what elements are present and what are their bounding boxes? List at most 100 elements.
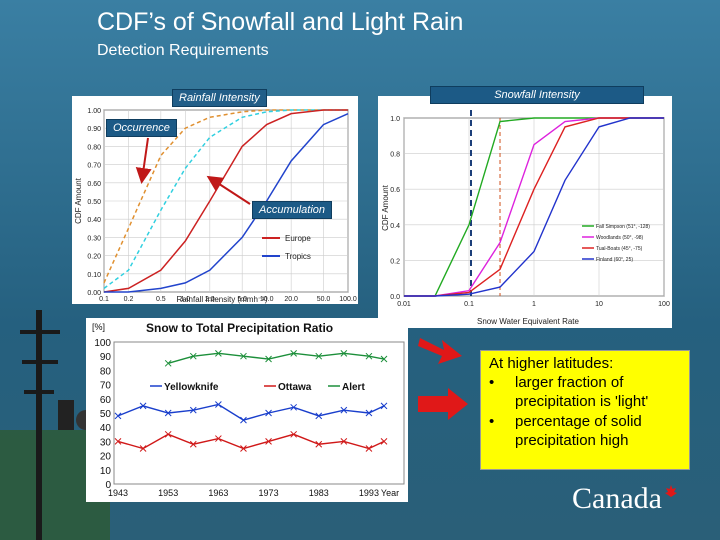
info-arrows: [418, 338, 468, 420]
ratio-y-tick: 30: [100, 437, 112, 448]
snow-y-tick: 0.0: [390, 294, 400, 301]
ratio-series-line: [117, 433, 385, 450]
rain-x-axis-label: Rainfall Intensity (mmh⁻¹): [177, 295, 268, 304]
ratio-y-tick: 20: [100, 452, 112, 463]
info-arrow-lower: [418, 388, 468, 420]
snow-y-tick: 0.4: [390, 223, 400, 230]
ratio-data-point: [290, 350, 298, 357]
info-item1-line1: larger fraction of: [515, 374, 624, 391]
rain-x-tick: 50.0: [317, 296, 331, 303]
rain-series-line: [104, 112, 349, 293]
ratio-legend-label: Alert: [342, 382, 365, 393]
ratio-chart-title: Snow to Total Precipitation Ratio: [146, 321, 333, 335]
ratio-data-point: [240, 352, 247, 360]
snow-x-tick: 0.1: [464, 301, 474, 308]
ratio-data-point: [215, 435, 222, 442]
info-item2-line1: percentage of solid: [515, 413, 642, 430]
rain-y-tick: 0.80: [87, 144, 101, 151]
ratio-series-line: [167, 352, 385, 364]
rain-y-tick: 0.30: [87, 235, 101, 242]
info-arrow-upper: [418, 338, 462, 364]
rain-x-tick: 1.0: [180, 296, 190, 303]
annotation-arrows: [135, 137, 251, 205]
rain-y-tick: 1.00: [87, 108, 101, 115]
snow-legend-label: Fall Simpson (51°, -128): [596, 224, 650, 230]
snow-legend-label: Woodlands (50°, -98): [596, 235, 644, 241]
occurrence-tag: Occurrence: [106, 119, 177, 137]
ratio-data-point: [114, 438, 122, 445]
bullet-2: •: [489, 413, 495, 430]
ratio-data-point: [315, 412, 323, 420]
bullet-1: •: [489, 374, 495, 391]
maple-leaf-flag-icon: [665, 485, 677, 497]
rain-x-tick: 5.0: [237, 296, 247, 303]
rain-y-tick: 0.50: [87, 199, 101, 206]
rain-y-tick: 0.00: [87, 290, 101, 297]
rain-y-tick: 0.20: [87, 254, 101, 261]
ratio-series-line: [117, 403, 385, 421]
ratio-data-point: [315, 440, 323, 448]
ratio-data-point: [365, 445, 373, 452]
ratio-data-point: [240, 445, 247, 452]
rain-y-tick: 0.70: [87, 163, 101, 170]
ratio-data-point: [114, 412, 122, 420]
ratio-chart: [%] Snow to Total Precipitation Ratio 10…: [86, 318, 408, 502]
snow-legend-label: Tual-Boats (45°, -75): [596, 246, 643, 252]
snow-legend-label: Finland (60°, 25): [596, 257, 633, 263]
ratio-legend-label: Yellowknife: [164, 382, 219, 393]
rain-series-line: [103, 109, 348, 293]
snow-series-line: [404, 117, 664, 297]
rain-x-tick: 10.0: [260, 296, 274, 303]
rain-y-tick: 0.10: [87, 272, 101, 279]
info-box: At higher latitudes: • larger fraction o…: [480, 350, 690, 470]
ratio-x-tick: 1953: [158, 488, 178, 498]
ratio-data-point: [139, 445, 147, 452]
ratio-data-point: [290, 403, 298, 411]
ratio-data-point: [139, 402, 147, 410]
rain-y-tick: 0.60: [87, 181, 101, 188]
ratio-y-tick: 90: [100, 352, 112, 363]
ratio-y-tick: 80: [100, 366, 112, 377]
ratio-y-tick: 60: [100, 395, 112, 406]
ratio-data-point: [164, 359, 172, 367]
ratio-x-tick: 1973: [259, 488, 279, 498]
ratio-x-tick: 1963: [208, 488, 228, 498]
ratio-data-point: [215, 350, 222, 357]
snow-y-tick: 1.0: [390, 116, 400, 123]
rain-x-tick: 2.0: [205, 296, 215, 303]
snow-x-tick: 0.01: [397, 301, 411, 308]
occurrence-arrow: [135, 137, 152, 184]
ratio-data-point: [189, 440, 197, 448]
rain-y-tick: 0.40: [87, 217, 101, 224]
snow-x-axis-label: Snow Water Equivalent Rate: [477, 317, 580, 326]
ratio-unit-label: [%]: [92, 322, 105, 332]
rain-y-axis-label: CDF Amount: [74, 177, 83, 224]
info-item2-line2: precipitation high: [515, 432, 629, 449]
ratio-y-tick: 0: [105, 480, 111, 491]
snow-x-tick: 1: [532, 301, 536, 308]
ratio-y-tick: 40: [100, 423, 112, 434]
ratio-data-point: [240, 416, 247, 424]
info-heading: At higher latitudes:: [489, 355, 614, 372]
ratio-data-point: [365, 409, 373, 417]
ratio-data-point: [340, 406, 348, 414]
ratio-data-point: [315, 352, 323, 360]
legend-tropics-label: Tropics: [285, 252, 311, 261]
ratio-chart-panel: [%] Snow to Total Precipitation Ratio 10…: [86, 318, 408, 502]
ratio-data-point: [265, 409, 272, 417]
rain-x-tick: 20.0: [284, 296, 298, 303]
snowfall-intensity-tag: Snowfall Intensity: [430, 86, 644, 104]
rain-x-tick: 0.5: [156, 296, 166, 303]
ratio-data-point: [265, 438, 272, 445]
info-item1-line2: precipitation is 'light': [515, 393, 649, 410]
ratio-data-point: [340, 350, 348, 357]
snowfall-chart: 1.0 0.8 0.6 0.4 0.2 0.0 0.01 0.1 1 10 100 CDF Amo…: [378, 96, 672, 328]
snow-y-tick: 0.2: [390, 258, 400, 265]
ratio-data-point: [164, 409, 172, 417]
ratio-data-point: [189, 352, 197, 360]
ratio-x-tick: 1993: [359, 488, 379, 498]
rain-x-tick: 0.1: [99, 296, 109, 303]
snow-x-tick: 10: [595, 301, 603, 308]
snow-y-tick: 0.6: [390, 187, 400, 194]
ratio-data-point: [380, 438, 388, 445]
